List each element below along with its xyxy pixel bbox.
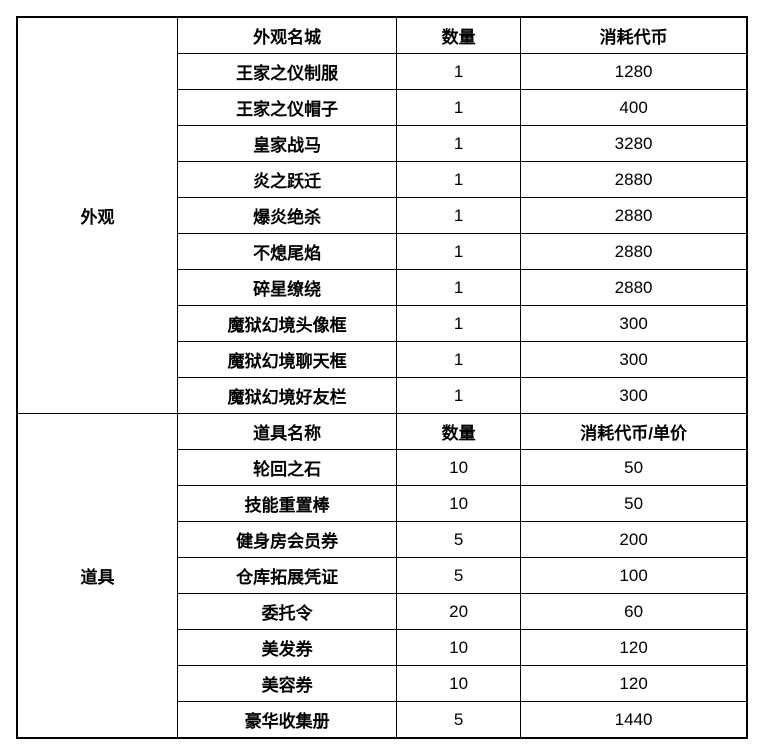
cell-cost: 1440 (521, 702, 747, 739)
col-header-qty: 数量 (397, 17, 521, 54)
cell-qty: 1 (397, 162, 521, 198)
cell-qty: 1 (397, 306, 521, 342)
cell-name: 魔狱幻境头像框 (178, 306, 397, 342)
cell-name: 豪华收集册 (178, 702, 397, 739)
cell-cost: 2880 (521, 198, 747, 234)
cell-name: 爆炎绝杀 (178, 198, 397, 234)
cell-name: 魔狱幻境聊天框 (178, 342, 397, 378)
cell-qty: 10 (397, 486, 521, 522)
cell-cost: 120 (521, 666, 747, 702)
cell-cost: 50 (521, 450, 747, 486)
cell-cost: 300 (521, 378, 747, 414)
cell-cost: 120 (521, 630, 747, 666)
cell-qty: 10 (397, 666, 521, 702)
col-header-qty: 数量 (397, 414, 521, 450)
cell-qty: 1 (397, 342, 521, 378)
cell-cost: 200 (521, 522, 747, 558)
cell-name: 轮回之石 (178, 450, 397, 486)
cell-cost: 100 (521, 558, 747, 594)
cell-name: 王家之仪制服 (178, 54, 397, 90)
cell-name: 美容券 (178, 666, 397, 702)
col-header-name: 道具名称 (178, 414, 397, 450)
cell-name: 仓库拓展凭证 (178, 558, 397, 594)
cell-cost: 300 (521, 342, 747, 378)
items-table: 外观 外观名城 数量 消耗代币 王家之仪制服 1 1280 王家之仪帽子 1 4… (16, 16, 748, 739)
cell-qty: 5 (397, 522, 521, 558)
cell-name: 健身房会员券 (178, 522, 397, 558)
cell-qty: 1 (397, 54, 521, 90)
section-header-row: 道具 道具名称 数量 消耗代币/单价 (17, 414, 747, 450)
cell-name: 碎星缭绕 (178, 270, 397, 306)
cell-cost: 3280 (521, 126, 747, 162)
cell-qty: 5 (397, 558, 521, 594)
cell-cost: 1280 (521, 54, 747, 90)
cell-cost: 2880 (521, 270, 747, 306)
cell-name: 技能重置棒 (178, 486, 397, 522)
cell-cost: 2880 (521, 162, 747, 198)
col-header-cost: 消耗代币 (521, 17, 747, 54)
cell-name: 委托令 (178, 594, 397, 630)
items-table-container: 外观 外观名城 数量 消耗代币 王家之仪制服 1 1280 王家之仪帽子 1 4… (16, 16, 748, 739)
cell-name: 炎之跃迁 (178, 162, 397, 198)
col-header-name: 外观名城 (178, 17, 397, 54)
cell-qty: 20 (397, 594, 521, 630)
cell-qty: 1 (397, 90, 521, 126)
cell-qty: 10 (397, 630, 521, 666)
cell-name: 美发券 (178, 630, 397, 666)
cell-cost: 2880 (521, 234, 747, 270)
cell-cost: 400 (521, 90, 747, 126)
cell-qty: 5 (397, 702, 521, 739)
cell-name: 王家之仪帽子 (178, 90, 397, 126)
cell-cost: 60 (521, 594, 747, 630)
cell-qty: 1 (397, 378, 521, 414)
cell-qty: 1 (397, 234, 521, 270)
section-label: 外观 (17, 17, 178, 414)
cell-qty: 1 (397, 126, 521, 162)
cell-cost: 50 (521, 486, 747, 522)
cell-name: 皇家战马 (178, 126, 397, 162)
section-header-row: 外观 外观名城 数量 消耗代币 (17, 17, 747, 54)
cell-qty: 1 (397, 270, 521, 306)
cell-cost: 300 (521, 306, 747, 342)
cell-qty: 1 (397, 198, 521, 234)
cell-name: 不熄尾焰 (178, 234, 397, 270)
cell-name: 魔狱幻境好友栏 (178, 378, 397, 414)
section-label: 道具 (17, 414, 178, 739)
col-header-cost: 消耗代币/单价 (521, 414, 747, 450)
cell-qty: 10 (397, 450, 521, 486)
